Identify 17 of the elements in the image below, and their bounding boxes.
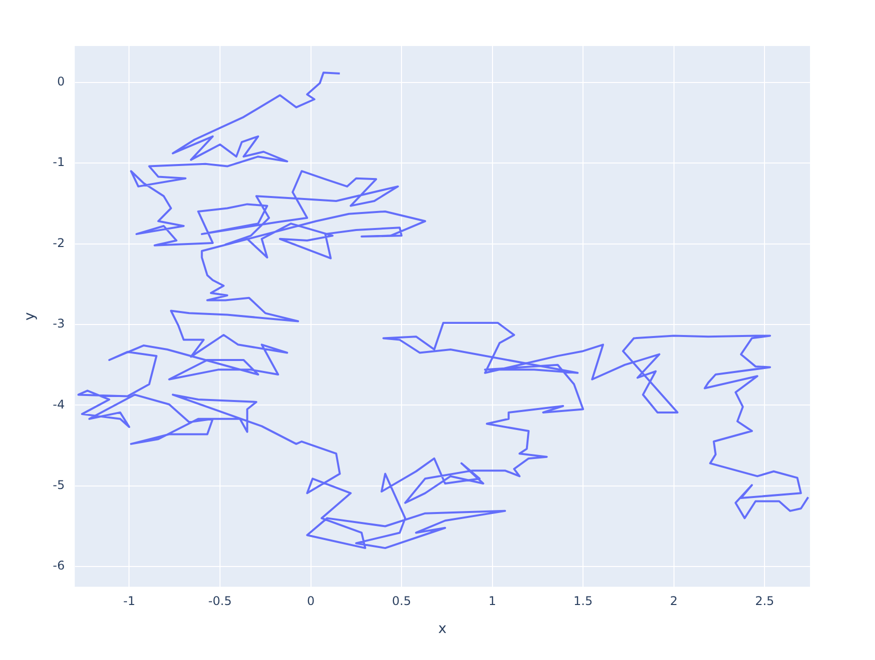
x-tick-label: 1 [488,594,496,608]
x-tick-label: 2.5 [755,594,774,608]
x-tick-label: 0 [306,594,315,608]
y-tick-label: -4 [52,397,65,412]
x-tick-label: 1.5 [574,594,593,608]
y-tick-label: -1 [52,155,65,170]
y-tick-label: -6 [52,558,65,573]
y-axis-title: y [22,312,38,321]
y-tick-label: 0 [57,74,65,88]
x-tick-label: 0.5 [392,594,412,608]
x-tick-label: -0.5 [208,594,232,608]
y-tick-label: -2 [52,236,65,250]
x-axis-title: x [438,621,447,638]
x-tick-label: -1 [123,594,136,608]
y-tick-label: -3 [52,316,65,331]
x-tick-label: 2 [670,594,678,608]
y-tick-label: -5 [52,478,65,492]
